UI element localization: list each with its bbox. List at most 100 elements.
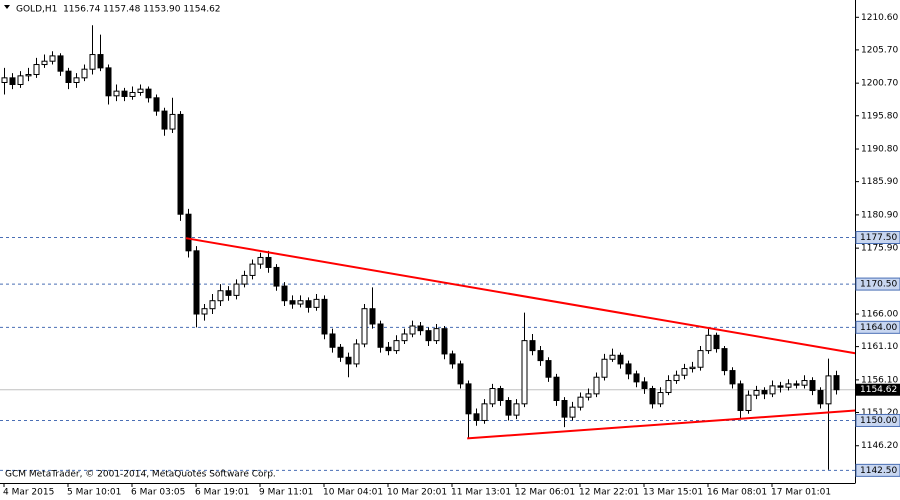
candle-body <box>633 373 640 383</box>
candle-body <box>313 298 320 308</box>
candle-body <box>617 354 624 365</box>
candle-body <box>689 366 696 370</box>
y-tick-label: 1166.00 <box>861 310 898 320</box>
candle-body <box>305 300 312 308</box>
candle-body <box>425 330 432 342</box>
candle-body <box>489 388 496 405</box>
level-label-box <box>855 277 900 291</box>
candle-body <box>809 380 816 392</box>
candle-body <box>561 400 568 418</box>
candle-body <box>409 325 416 335</box>
trend-line <box>185 237 856 355</box>
candle-body <box>225 290 232 296</box>
x-tick-label: 10 Mar 20:01 <box>387 488 447 498</box>
candle-body <box>497 388 504 402</box>
candle-body <box>449 353 456 365</box>
plot-area <box>0 25 856 471</box>
candle-body <box>57 55 64 72</box>
candle-body <box>473 413 480 421</box>
candle-body <box>457 363 464 385</box>
x-tick-label: 16 Mar 08:01 <box>707 488 767 498</box>
y-tick-label: 1190.80 <box>861 145 898 155</box>
candle-body <box>737 383 744 411</box>
candle-body <box>721 348 728 372</box>
y-tick-label: 1156.10 <box>861 375 898 385</box>
candle-body <box>481 403 488 421</box>
candle-body <box>753 390 760 396</box>
candle-body <box>729 370 736 385</box>
menu-arrow[interactable] <box>4 5 10 9</box>
level-label: 1164.00 <box>860 323 897 333</box>
candle-body <box>25 74 32 77</box>
x-tick-label: 4 Mar 2015 <box>3 488 54 498</box>
candle-body <box>577 396 584 408</box>
candle-body <box>433 328 440 342</box>
level-label-box <box>855 231 900 245</box>
x-tick-label: 6 Mar 03:05 <box>131 488 185 498</box>
y-tick-label: 1175.90 <box>861 244 898 254</box>
candle-body <box>593 376 600 395</box>
candle-body <box>625 363 632 375</box>
chart-header: GOLD,H1 1156.74 1157.48 1153.90 1154.62 <box>16 5 221 15</box>
candle-body <box>1 77 8 83</box>
candle-body <box>713 334 720 350</box>
candle-body <box>393 340 400 352</box>
candle-body <box>441 328 448 355</box>
candle-body <box>369 308 376 325</box>
x-tick-label: 5 Mar 10:01 <box>67 488 121 498</box>
level-label: 1177.50 <box>860 233 897 243</box>
candle-body <box>129 91 136 97</box>
candle-body <box>257 256 264 265</box>
level-label: 1142.50 <box>860 466 897 476</box>
x-tick-label: 10 Mar 04:01 <box>323 488 383 498</box>
candle-body <box>121 90 128 97</box>
candle-body <box>553 376 560 402</box>
candle-body <box>49 55 56 62</box>
candle-body <box>337 346 344 358</box>
candle-body <box>209 300 216 310</box>
y-tick-label: 1205.70 <box>861 45 898 55</box>
candle-body <box>601 358 608 378</box>
candle-body <box>665 380 672 394</box>
y-tick-label: 1210.60 <box>861 13 898 23</box>
candle-body <box>89 54 96 70</box>
candle-body <box>137 88 144 93</box>
x-tick-label: 6 Mar 19:01 <box>195 488 249 498</box>
candle-body <box>249 263 256 276</box>
candle-body <box>825 375 832 405</box>
candle-body <box>169 113 176 130</box>
candle-body <box>321 298 328 335</box>
candle-body <box>817 390 824 405</box>
candle-body <box>585 393 592 398</box>
current-price-label: 1154.62 <box>860 385 897 395</box>
candle-body <box>705 334 712 352</box>
y-tick-label: 1180.90 <box>861 210 898 220</box>
candle-body <box>361 308 368 345</box>
level-label-box <box>855 320 900 334</box>
candle-body <box>289 300 296 305</box>
candle-body <box>745 394 752 411</box>
candle-body <box>97 54 104 69</box>
x-tick-label: 9 Mar 11:01 <box>259 488 313 498</box>
candle-body <box>113 90 120 97</box>
y-tick-label: 1146.20 <box>861 441 898 451</box>
trend-line <box>467 409 856 440</box>
candle-body <box>537 350 544 362</box>
level-label-box <box>855 463 900 477</box>
candle-body <box>17 75 24 85</box>
candle-body <box>385 346 392 352</box>
candle-body <box>641 381 648 390</box>
candle-body <box>241 274 248 285</box>
candle-body <box>281 285 288 302</box>
candle-body <box>297 300 304 305</box>
candle-body <box>793 383 800 386</box>
candle-body <box>417 325 424 332</box>
candle-body <box>769 385 776 395</box>
current-price-box <box>856 383 900 396</box>
candle-body <box>569 406 576 418</box>
candle-body <box>145 88 152 99</box>
candle-body <box>609 354 616 360</box>
x-tick-label: 17 Mar 01:01 <box>771 488 831 498</box>
candle-body <box>657 392 664 405</box>
